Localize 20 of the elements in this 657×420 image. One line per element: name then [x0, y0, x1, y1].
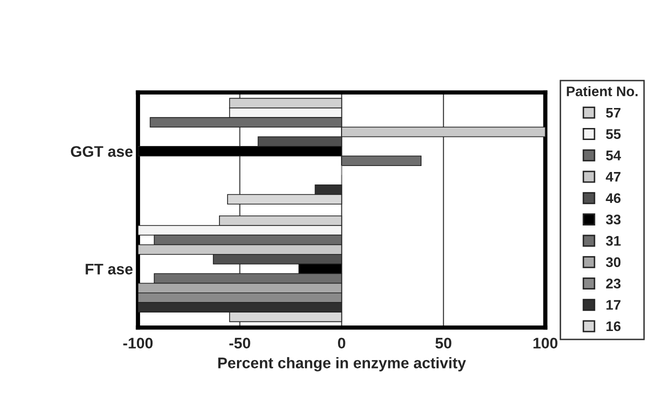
legend-label: 57 [606, 108, 620, 118]
legend-label: 33 [606, 214, 621, 224]
y-tick-label: FT ase [86, 264, 133, 274]
legend-label: 17 [606, 300, 620, 310]
legend-label: 55 [606, 129, 621, 139]
x-tick-label: -100 [123, 338, 153, 349]
legend-label: 54 [606, 150, 621, 160]
x-tick-label: -50 [229, 338, 250, 349]
legend-title: Patient No. [566, 86, 638, 96]
x-axis-title: Percent change in enzyme activity [218, 357, 466, 372]
legend-label: 46 [606, 193, 621, 204]
legend-label: 30 [606, 257, 620, 268]
legend-label: 31 [606, 236, 621, 246]
legend-label: 47 [606, 172, 620, 182]
legend-label: 16 [606, 321, 621, 332]
x-tick-label: 0 [338, 338, 346, 349]
legend-label: 23 [606, 278, 621, 288]
y-tick-label: GGT ase [70, 146, 133, 157]
x-tick-label: 100 [534, 338, 558, 349]
x-tick-label: 50 [435, 338, 452, 349]
